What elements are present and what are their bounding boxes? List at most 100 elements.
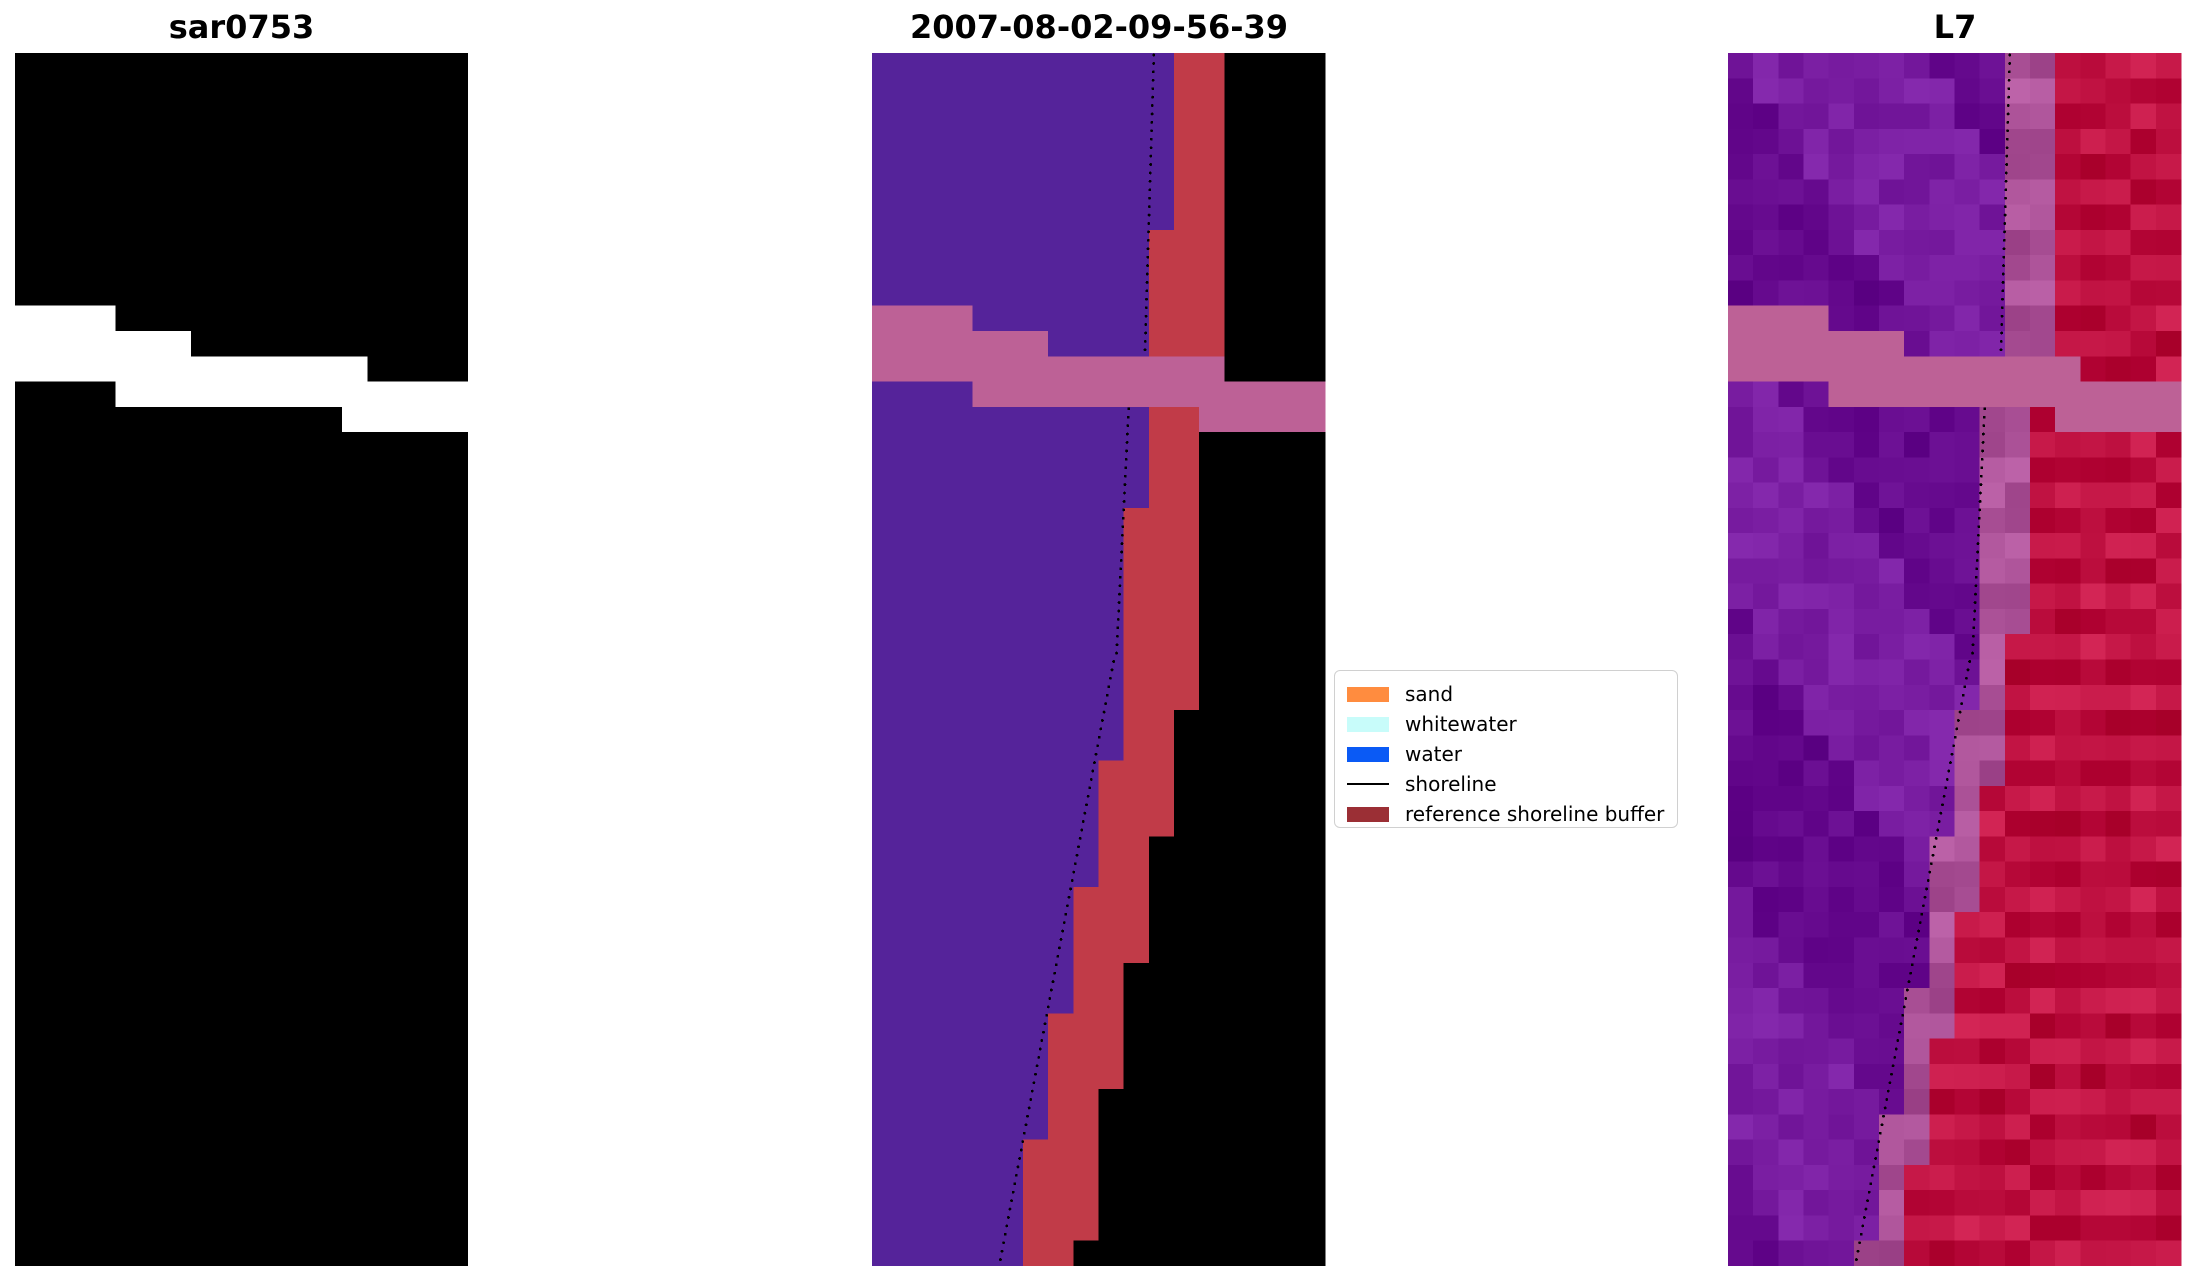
index-pixel [2155, 608, 2182, 635]
class-pixel [997, 811, 1024, 837]
shoreline-point [1899, 1022, 1903, 1026]
image-pixel [65, 381, 92, 408]
image-pixel [342, 634, 368, 661]
class-pixel [972, 1013, 999, 1040]
shoreline-point [290, 230, 293, 234]
class-pixel [997, 1240, 1024, 1266]
image-pixel [417, 179, 444, 206]
shoreline-point [175, 1081, 179, 1085]
class-pixel [1023, 962, 1049, 989]
class-pixel [997, 760, 1024, 787]
index-pixel [1954, 204, 1981, 231]
class-pixel [1048, 533, 1074, 560]
image-pixel [367, 1038, 394, 1065]
image-pixel [266, 1114, 293, 1141]
image-pixel [166, 229, 192, 256]
index-pixel [2030, 912, 2056, 939]
image-pixel [417, 255, 444, 282]
shoreline-point [1148, 188, 1152, 192]
class-pixel [1299, 128, 1326, 155]
index-pixel [1979, 608, 2006, 635]
image-pixel [367, 937, 394, 964]
legend-entry-reference-buffer: reference shoreline buffer [1347, 799, 1665, 829]
index-pixel [2080, 988, 2107, 1014]
class-pixel [1274, 53, 1301, 79]
class-pixel [1174, 330, 1200, 357]
class-pixel [1073, 1114, 1100, 1141]
image-pixel [166, 735, 192, 762]
shoreline-point [1886, 1089, 1890, 1093]
image-pixel [266, 684, 293, 711]
class-pixel [1148, 608, 1175, 635]
image-pixel [317, 937, 343, 964]
image-pixel [140, 103, 167, 130]
shoreline-point [1050, 988, 1053, 992]
image-pixel [342, 1139, 368, 1166]
class-pixel [1274, 886, 1301, 913]
class-pixel [1023, 608, 1049, 635]
legend-swatch-water [1347, 746, 1389, 762]
index-pixel [2004, 280, 2031, 307]
image-pixel [90, 861, 117, 888]
image-pixel [65, 634, 92, 661]
legend-label-reference-buffer: reference shoreline buffer [1405, 802, 1665, 826]
index-pixel [2105, 659, 2132, 686]
class-pixel [947, 53, 974, 79]
index-pixel [1803, 507, 1830, 534]
index-pixel [2004, 583, 2031, 610]
image-pixel [241, 229, 268, 256]
class-pixel [1123, 179, 1150, 206]
image-pixel [241, 255, 268, 282]
index-pixel [1954, 735, 1981, 762]
class-pixel [922, 78, 949, 105]
class-pixel [1274, 1139, 1301, 1166]
class-pixel [1073, 330, 1100, 357]
image-pixel [15, 659, 41, 686]
index-pixel [2105, 1139, 2132, 1166]
shoreline-point [172, 1098, 176, 1101]
shoreline-point [286, 340, 290, 343]
shoreline-point [261, 584, 265, 588]
shoreline-point [1921, 904, 1925, 908]
image-pixel [266, 1139, 293, 1166]
image-pixel [40, 78, 66, 105]
image-pixel [115, 406, 142, 433]
class-pixel [1098, 760, 1125, 787]
image-pixel [90, 154, 117, 180]
class-pixel [1023, 103, 1049, 130]
class-pixel [1098, 836, 1125, 863]
class-pixel [1073, 558, 1100, 585]
image-pixel [191, 305, 217, 332]
index-pixel [2080, 684, 2107, 711]
class-pixel [1299, 735, 1326, 762]
image-pixel [40, 128, 66, 155]
index-pixel [1753, 962, 1779, 989]
shoreline-point [229, 794, 233, 798]
image-pixel [342, 962, 368, 989]
class-pixel [1174, 406, 1200, 433]
image-pixel [417, 710, 444, 736]
shoreline-point [266, 491, 269, 495]
shoreline-point [1861, 1224, 1865, 1228]
image-pixel [291, 432, 318, 458]
image-pixel [417, 962, 444, 989]
image-pixel [40, 53, 66, 79]
image-pixel [367, 760, 394, 787]
index-pixel [1853, 255, 1880, 282]
index-pixel [2105, 381, 2132, 408]
class-pixel [1224, 962, 1251, 989]
index-pixel [1753, 154, 1779, 180]
image-pixel [15, 1240, 41, 1266]
shoreline-point [1978, 500, 1982, 503]
class-pixel [947, 255, 974, 282]
class-pixel [1073, 533, 1100, 560]
image-pixel [216, 280, 243, 307]
class-pixel [997, 154, 1024, 180]
image-pixel [166, 507, 192, 534]
image-pixel [442, 760, 468, 787]
index-pixel [2130, 128, 2157, 155]
image-pixel [90, 78, 117, 105]
image-pixel [266, 154, 293, 180]
image-pixel [342, 861, 368, 888]
class-pixel [1274, 154, 1301, 180]
